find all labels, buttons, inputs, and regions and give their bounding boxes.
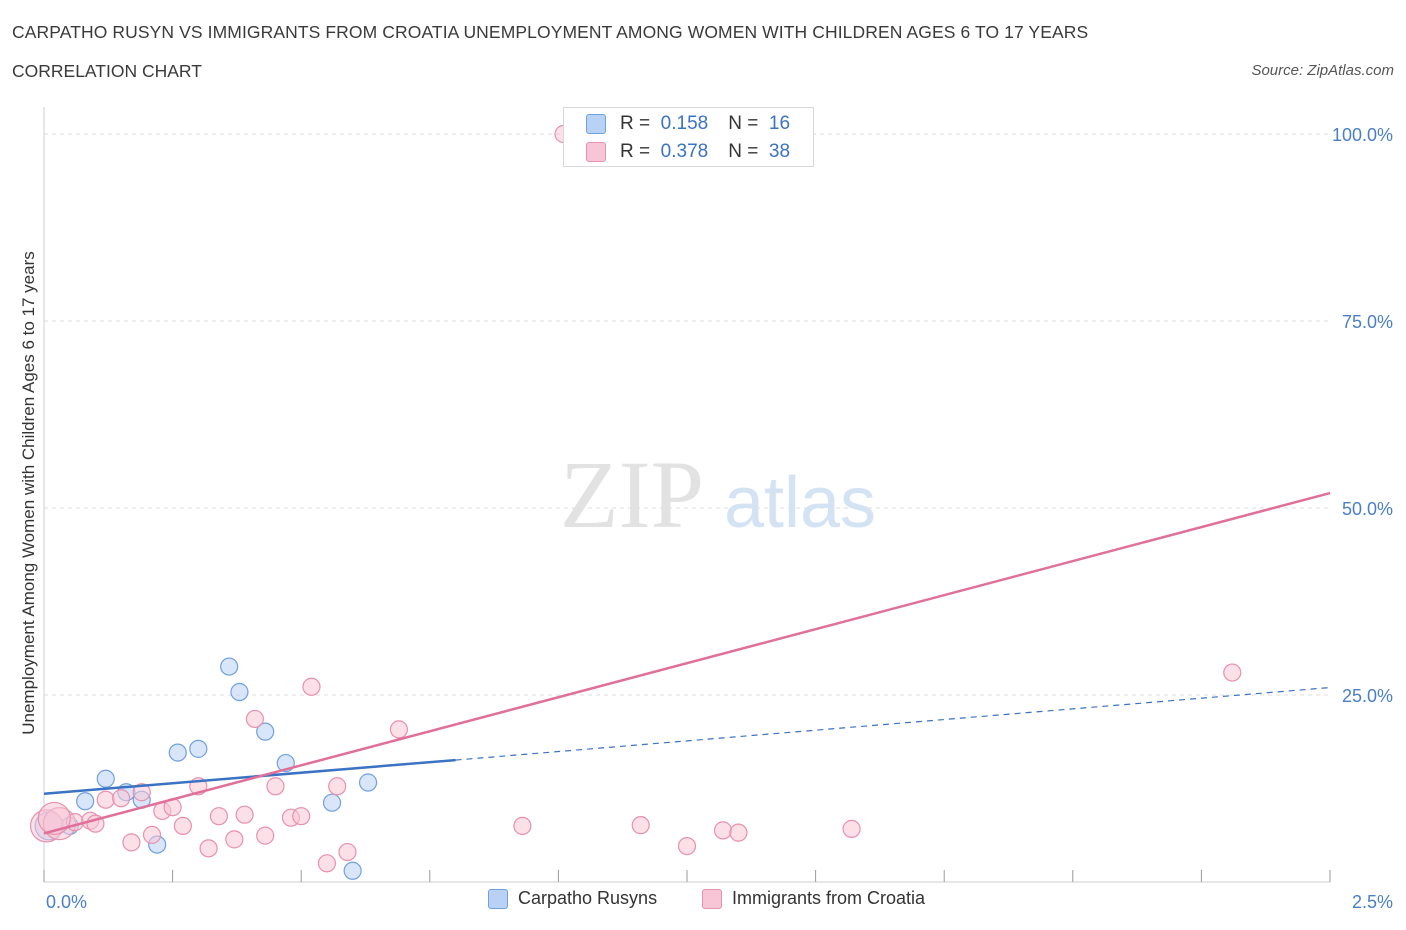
stats-swatch-croatia <box>586 142 606 162</box>
data-point-croatia <box>513 816 532 836</box>
data-point-croatia <box>122 833 141 852</box>
r-value-croatia: 0.378 <box>660 141 709 162</box>
grid-lines <box>44 133 1330 696</box>
data-point-croatia <box>631 816 650 835</box>
data-point-croatia <box>317 854 337 873</box>
data-point-croatia <box>328 777 347 796</box>
stats-box: R = 0.158 N = 16 R = 0.378 N = 38 <box>563 107 814 167</box>
data-point-croatia <box>677 836 697 856</box>
data-point-croatia <box>37 801 71 836</box>
tick-labels: 25.0% 50.0% 75.0% 100.0% 0.0% 2.5% <box>46 125 1393 912</box>
y-tick-label: 100.0% <box>1332 125 1393 145</box>
data-point-croatia <box>142 825 162 844</box>
data-point-croatia <box>292 807 311 826</box>
data-point-croatia <box>266 777 285 796</box>
data-point-croatia <box>173 816 192 836</box>
n-label: N = <box>728 141 759 162</box>
watermark-atlas: atlas <box>724 463 876 543</box>
data-point-rusyn <box>96 769 115 788</box>
data-point-rusyn <box>76 792 95 811</box>
n-value-rusyn: 16 <box>768 113 791 134</box>
legend-swatch-croatia <box>702 888 722 909</box>
trend-line-croatia <box>43 491 1331 835</box>
r-label: R = <box>620 113 651 134</box>
source-label: Source: ZipAtlas.com <box>1251 62 1394 79</box>
stats-row-croatia: R = 0.378 N = 38 <box>586 139 790 165</box>
chart-title: CARPATHO RUSYN VS IMMIGRANTS FROM CROATI… <box>12 22 1089 42</box>
trend-line-rusyn-extension <box>455 686 1331 761</box>
data-point-rusyn <box>230 682 249 702</box>
data-point-croatia <box>112 789 131 808</box>
x-tick-label-min: 0.0% <box>46 892 87 912</box>
data-point-croatia <box>1223 663 1242 682</box>
legend-item-croatia[interactable]: Immigrants from Croatia <box>702 888 925 909</box>
data-point-croatia <box>842 819 861 838</box>
data-point-croatia <box>132 783 151 802</box>
data-point-croatia <box>389 720 409 739</box>
x-tick-label-max: 2.5% <box>1352 892 1393 912</box>
data-point-rusyn <box>189 739 208 758</box>
stats-row-rusyn: R = 0.158 N = 16 <box>586 111 790 137</box>
trend-lines <box>43 491 1331 835</box>
y-tick-label: 50.0% <box>1342 499 1393 519</box>
y-tick-label: 75.0% <box>1342 312 1393 332</box>
data-point-croatia <box>199 839 218 858</box>
data-point-rusyn <box>256 722 275 741</box>
axes <box>43 107 1331 883</box>
legend: Carpatho Rusyns Immigrants from Croatia <box>0 888 1406 918</box>
data-point-rusyn <box>322 793 342 812</box>
trend-line-rusyn <box>43 758 456 795</box>
data-point-croatia <box>713 821 733 840</box>
watermark: ZIP atlas <box>560 441 876 548</box>
data-point-rusyn <box>358 773 378 792</box>
data-point-croatia <box>729 823 748 842</box>
data-point-rusyn <box>168 743 187 762</box>
y-tick-label: 25.0% <box>1342 686 1393 706</box>
data-point-croatia <box>209 807 228 826</box>
r-label: R = <box>620 141 651 162</box>
watermark-zip: ZIP <box>560 441 704 548</box>
y-axis-label: Unemployment Among Women with Children A… <box>19 251 38 735</box>
n-value-croatia: 38 <box>768 141 791 162</box>
chart-subtitle: CORRELATION CHART <box>12 61 202 81</box>
data-point-croatia <box>235 805 254 824</box>
legend-swatch-rusyn <box>488 888 508 909</box>
data-point-croatia <box>338 842 357 862</box>
legend-item-rusyn[interactable]: Carpatho Rusyns <box>488 888 657 909</box>
legend-label-croatia: Immigrants from Croatia <box>732 888 926 908</box>
data-point-croatia <box>302 677 321 696</box>
data-point-rusyn <box>220 657 239 676</box>
n-label: N = <box>728 113 759 134</box>
r-value-rusyn: 0.158 <box>660 113 709 134</box>
data-point-croatia <box>256 826 275 845</box>
stats-swatch-rusyn <box>586 114 606 134</box>
legend-label-rusyn: Carpatho Rusyns <box>518 888 658 908</box>
data-point-croatia <box>96 790 115 809</box>
data-point-rusyn <box>343 861 362 880</box>
data-point-croatia <box>245 709 265 729</box>
data-point-croatia <box>225 830 244 849</box>
